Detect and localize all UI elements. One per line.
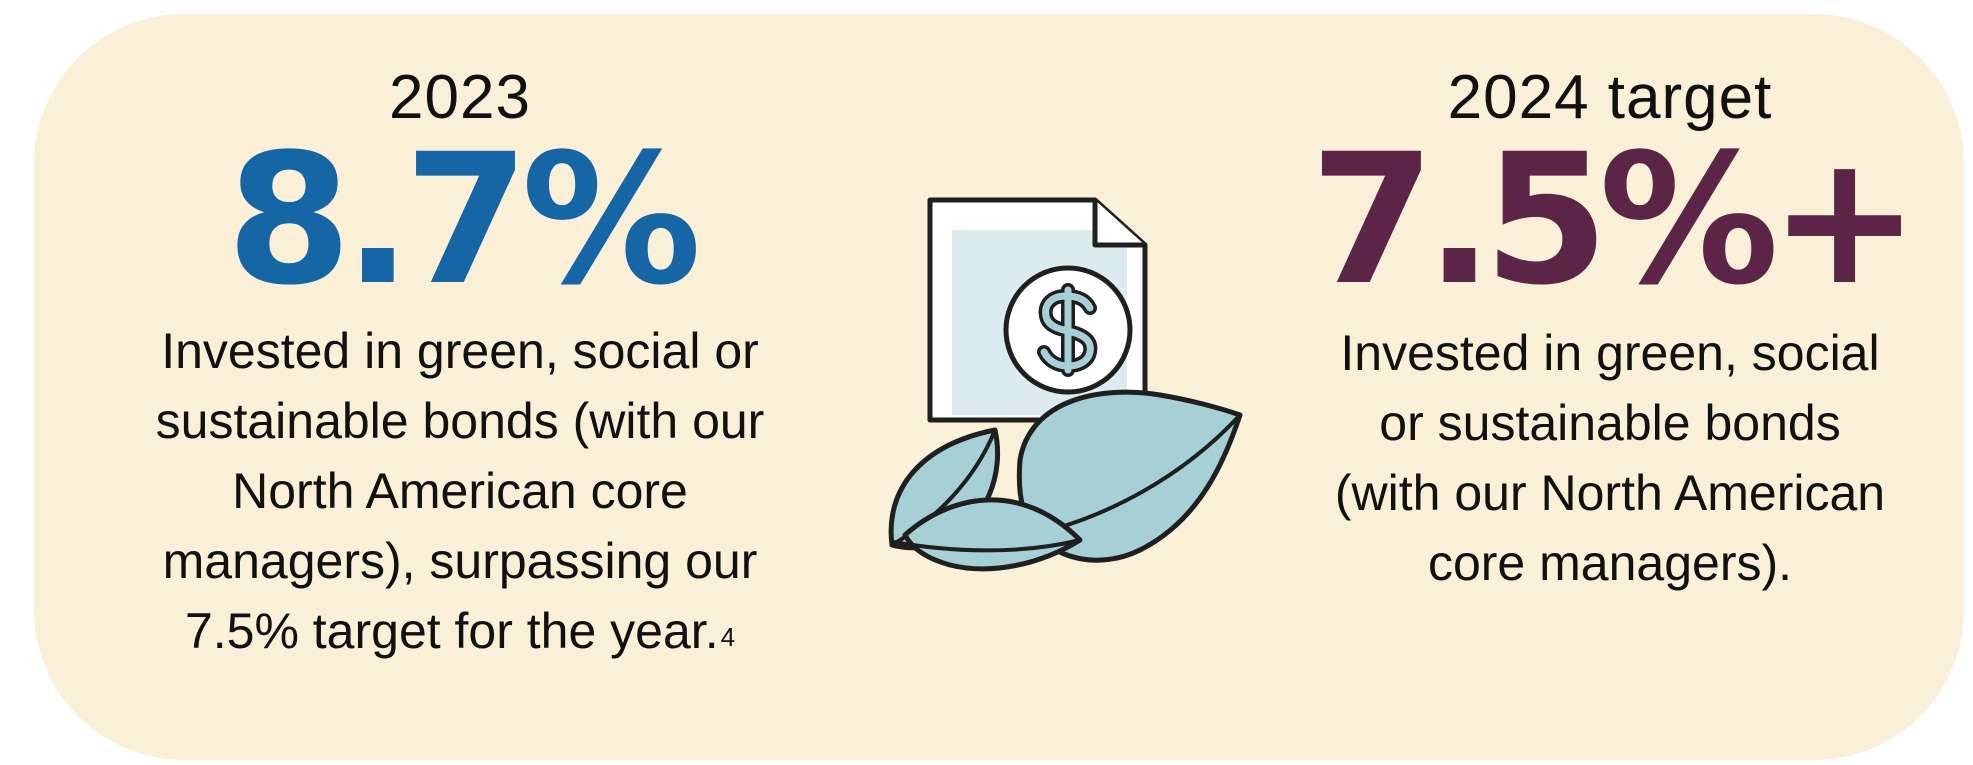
stat-value-2024-target: 7.5%+ [1309,116,1920,325]
leaf-bottom-icon [902,497,1083,572]
target-year-stat: 2024 target 7.5%+ Invested in green, soc… [1300,62,1920,598]
stat-value-2023: 8.7% [226,116,701,325]
dollar-document-with-leaves-icon [888,197,1243,572]
year-label-2024-target: 2024 target [1447,63,1773,132]
stat-description-2024-target: Invested in green, social or sustainable… [1334,325,1886,591]
current-year-stat: 2023 8.7% Invested in green, social or s… [100,62,820,666]
footnote-marker: 4 [720,622,736,652]
stat-description-text: Invested in green, social or sustainable… [155,323,765,659]
document-fold [1092,200,1145,248]
stat-description-2023: Invested in green, social or sustainable… [115,316,805,666]
year-label-2023: 2023 [389,63,531,132]
